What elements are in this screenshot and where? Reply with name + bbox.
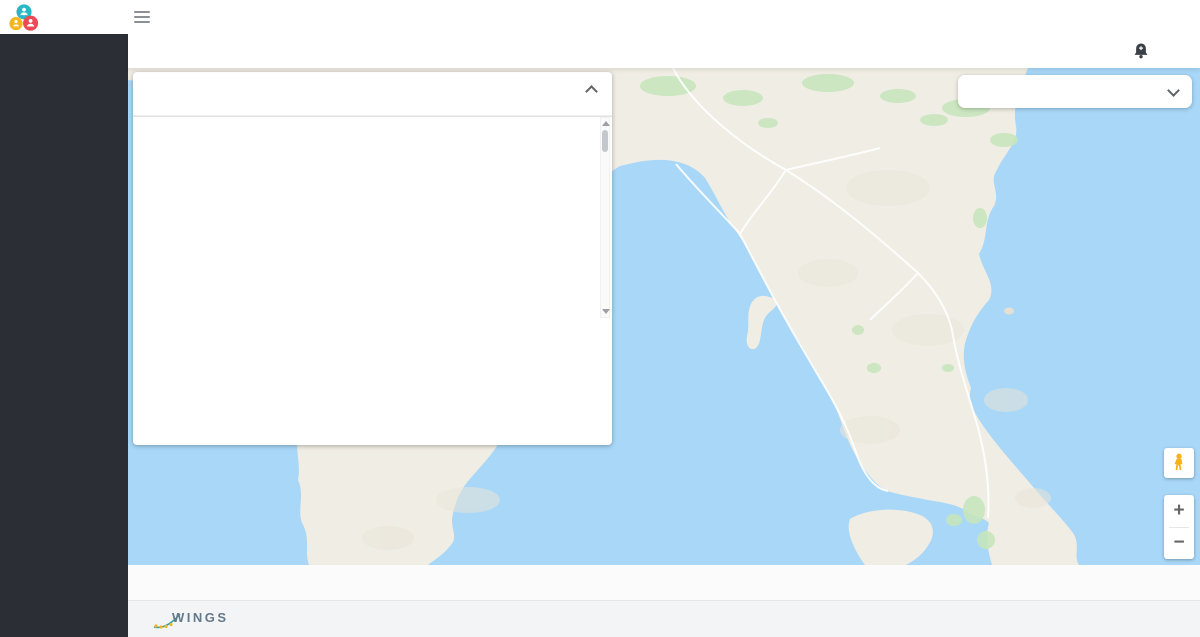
- svg-text:WINGS: WINGS: [172, 610, 229, 625]
- zoom-in-button[interactable]: +: [1164, 495, 1194, 527]
- monemvasia-islet: [1004, 308, 1014, 315]
- content-gap: [128, 565, 1200, 600]
- subheader: [128, 34, 1200, 68]
- pegman-icon: [1171, 453, 1187, 473]
- table-scrollbar[interactable]: [600, 117, 610, 318]
- hamburger-menu-icon[interactable]: [134, 11, 150, 23]
- artemis-logo-icon: [8, 3, 40, 32]
- collapse-chevron-icon[interactable]: [585, 85, 598, 98]
- scroll-down-icon[interactable]: [602, 309, 610, 314]
- footer: WINGS: [128, 600, 1200, 637]
- brand-logo[interactable]: [0, 3, 128, 32]
- notifications-bell-icon[interactable]: [1132, 42, 1150, 60]
- wings-logo[interactable]: WINGS: [150, 606, 236, 632]
- chevron-down-icon: [1167, 84, 1180, 97]
- app-root: + −: [0, 0, 1200, 637]
- status-stats: [133, 100, 612, 115]
- scroll-up-icon[interactable]: [602, 121, 610, 126]
- map-canvas[interactable]: + −: [128, 68, 1200, 565]
- zoom-out-button[interactable]: −: [1164, 528, 1194, 560]
- zoom-control: + −: [1164, 495, 1194, 559]
- map-legend-dropdown[interactable]: [958, 75, 1192, 108]
- street-view-pegman-button[interactable]: [1164, 448, 1194, 478]
- scrollbar-thumb[interactable]: [602, 130, 608, 152]
- topbar: [0, 0, 1200, 34]
- sidebar: [0, 34, 128, 637]
- overall-status-card: [133, 72, 612, 445]
